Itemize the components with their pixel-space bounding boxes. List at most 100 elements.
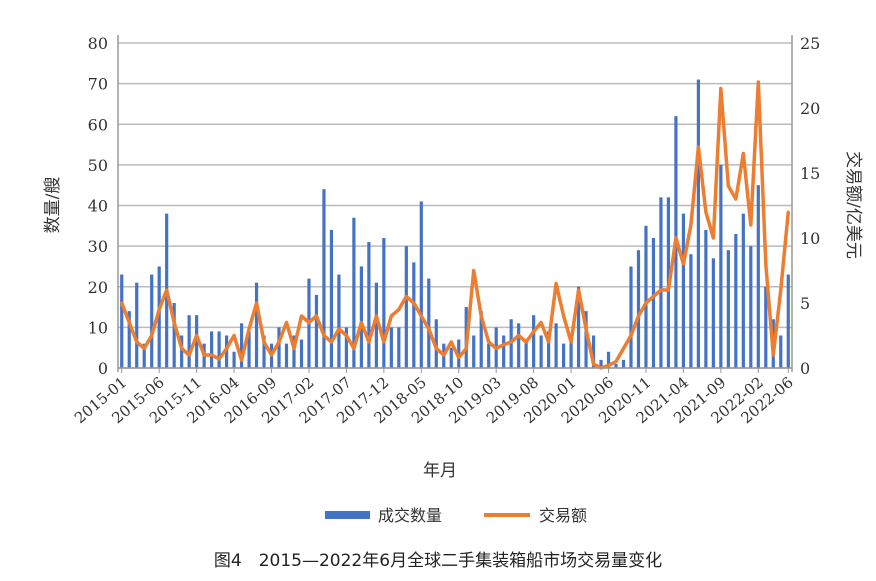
bar: [232, 351, 236, 368]
bar: [299, 339, 304, 368]
line-point: [547, 340, 551, 344]
bar: [719, 164, 723, 368]
line-point: [584, 327, 588, 331]
line-point: [779, 288, 783, 292]
line-point: [644, 301, 648, 305]
bar: [681, 213, 686, 368]
line-point: [165, 288, 169, 292]
trade-value-line: [120, 80, 790, 370]
legend-bar-label: 成交数量: [378, 506, 442, 525]
bar: [314, 294, 319, 368]
bar: [689, 254, 693, 368]
line-point: [749, 223, 753, 227]
line-point: [704, 210, 708, 214]
y-right-tick-label: 0: [800, 359, 810, 378]
bar: [239, 323, 244, 368]
line-point: [389, 314, 393, 318]
line-point: [771, 353, 775, 357]
legend: 成交数量 交易额: [325, 506, 587, 525]
bar: [606, 351, 611, 368]
bar: [786, 274, 790, 368]
line-point: [696, 145, 700, 149]
bar: [584, 311, 588, 368]
line-point: [120, 301, 124, 305]
bar: [337, 274, 341, 368]
line-point: [157, 308, 161, 311]
legend-line-label: 交易额: [539, 506, 587, 525]
y-right-tick-label: 5: [800, 294, 810, 313]
line-point: [449, 340, 453, 344]
line-point: [374, 314, 378, 318]
bar: [292, 335, 296, 368]
line-point: [359, 321, 363, 324]
bar: [532, 315, 536, 368]
bar: [352, 217, 356, 368]
line-point: [764, 262, 768, 266]
bar: [524, 339, 528, 368]
bar: [374, 282, 378, 368]
bar: [756, 185, 760, 368]
line-point: [240, 358, 244, 362]
bar: [734, 233, 738, 368]
bar: [644, 225, 648, 368]
y-right-tick-label: 15: [800, 164, 820, 183]
y-right-tick-label: 10: [800, 229, 820, 248]
line-point: [689, 223, 693, 227]
line-point: [299, 314, 303, 318]
y-left-tick-label: 10: [88, 318, 108, 337]
line-point: [427, 327, 431, 331]
bar: [359, 266, 363, 368]
line-point: [404, 295, 408, 298]
line-point: [592, 362, 596, 366]
bar: [517, 323, 521, 368]
line-point: [726, 184, 730, 188]
bar: [419, 201, 423, 368]
line-point: [539, 321, 543, 324]
bar: [726, 250, 730, 368]
line-point: [479, 314, 483, 318]
line-point: [270, 353, 274, 357]
bar: [651, 238, 656, 368]
bar: [329, 229, 334, 368]
bar: [696, 79, 700, 368]
bar: [711, 258, 715, 368]
bar: [576, 286, 581, 368]
y-left-tick-label: 30: [88, 237, 108, 256]
line-point: [517, 334, 521, 337]
line-point: [577, 288, 581, 292]
bar: [382, 238, 386, 368]
line-point: [180, 347, 184, 350]
bar: [561, 343, 566, 368]
bar: [502, 335, 506, 368]
line-point: [711, 236, 715, 240]
bar: [397, 327, 401, 368]
bar: [210, 331, 214, 368]
line-point: [464, 347, 468, 350]
line-point: [225, 347, 229, 350]
line-point: [277, 340, 281, 344]
bar: [217, 331, 221, 368]
bar: [427, 278, 431, 368]
line-point: [247, 327, 251, 331]
y-right-tick-label: 25: [800, 34, 820, 53]
bar: [344, 327, 349, 368]
bar: [569, 335, 573, 368]
line-point: [502, 343, 506, 347]
bar: [659, 197, 663, 368]
y-left-tick-label: 60: [88, 115, 108, 134]
bar: [479, 311, 483, 368]
line-point: [442, 353, 446, 357]
line-point: [292, 347, 296, 350]
bar: [412, 262, 416, 368]
bar: [284, 343, 289, 368]
bar: [636, 250, 641, 368]
line-point: [329, 340, 333, 344]
line-point: [285, 321, 288, 324]
line-point: [741, 152, 745, 155]
bar: [367, 242, 371, 368]
line-point: [719, 87, 723, 90]
bar: [404, 246, 408, 368]
bar: [157, 266, 161, 368]
line-point: [202, 353, 206, 357]
line-point: [210, 353, 214, 357]
